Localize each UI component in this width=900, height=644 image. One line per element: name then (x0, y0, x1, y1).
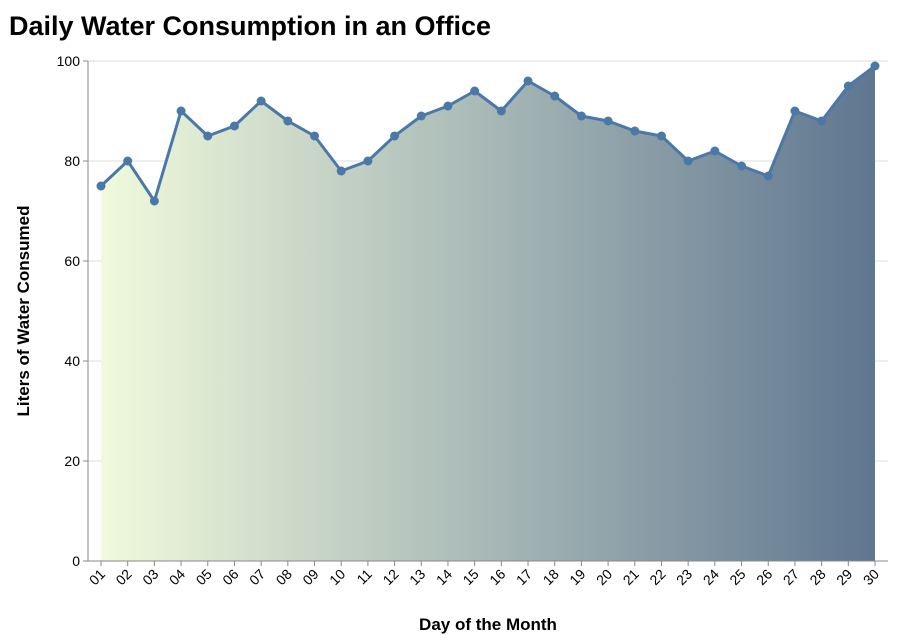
data-point-17[interactable] (523, 76, 533, 86)
x-tick-label: 25 (726, 566, 748, 588)
data-points (96, 61, 880, 206)
data-point-29[interactable] (843, 81, 853, 91)
data-point-08[interactable] (283, 116, 293, 126)
data-point-12[interactable] (390, 131, 400, 141)
y-tick-labels: 0 20 40 60 80 100 (57, 53, 81, 569)
x-tick-label: 16 (486, 566, 508, 588)
y-tick-label: 80 (64, 153, 80, 169)
data-point-01[interactable] (96, 181, 106, 191)
data-point-27[interactable] (790, 106, 800, 116)
data-point-07[interactable] (256, 96, 266, 106)
data-point-30[interactable] (870, 61, 880, 71)
x-tick-label: 19 (566, 566, 588, 588)
x-tick-label: 21 (620, 566, 642, 588)
data-point-06[interactable] (229, 121, 239, 131)
x-tick-label: 22 (646, 566, 668, 588)
y-tick-label: 100 (57, 53, 81, 69)
data-point-19[interactable] (576, 111, 586, 121)
data-point-24[interactable] (710, 146, 720, 156)
x-tick-label: 11 (353, 566, 375, 588)
x-tick-label: 18 (540, 566, 562, 588)
data-point-02[interactable] (123, 156, 133, 166)
x-tick-labels: 01 02 03 04 05 06 07 08 09 10 11 12 13 14 15 16 17 18 19 20… (86, 566, 882, 588)
x-tick-label: 10 (326, 566, 348, 588)
y-axis-title: Liters of Water Consumed (14, 206, 33, 417)
x-tick-label: 17 (513, 566, 535, 588)
area-fill-layer (101, 66, 875, 561)
x-tick-label: 01 (86, 566, 108, 588)
x-tick-label: 06 (219, 566, 241, 588)
series-line-layer (99, 64, 876, 203)
x-tick-label: 05 (193, 566, 215, 588)
x-tick-label: 14 (433, 566, 455, 588)
series-line (99, 64, 876, 203)
data-point-14[interactable] (443, 101, 453, 111)
x-tick-label: 30 (860, 566, 882, 588)
x-tick-label: 20 (593, 566, 615, 588)
x-tick-label: 26 (753, 566, 775, 588)
data-point-09[interactable] (310, 131, 320, 141)
area-fill (101, 66, 875, 561)
data-point-05[interactable] (203, 131, 213, 141)
data-point-23[interactable] (683, 156, 693, 166)
x-tick-label: 28 (806, 566, 828, 588)
data-point-10[interactable] (336, 166, 346, 176)
data-point-28[interactable] (817, 116, 827, 126)
data-point-25[interactable] (737, 161, 747, 171)
data-point-11[interactable] (363, 156, 373, 166)
x-tick-label: 12 (379, 566, 401, 588)
data-point-20[interactable] (603, 116, 613, 126)
data-point-18[interactable] (550, 91, 560, 101)
data-point-13[interactable] (416, 111, 426, 121)
x-tick-label: 07 (246, 566, 268, 588)
y-tick-label: 60 (64, 253, 80, 269)
data-point-26[interactable] (763, 171, 773, 181)
y-tick-label: 20 (64, 453, 80, 469)
data-point-21[interactable] (630, 126, 640, 136)
x-tick-label: 15 (459, 566, 481, 588)
x-axis-title: Day of the Month (419, 615, 557, 634)
data-point-15[interactable] (470, 86, 480, 96)
x-tick-label: 13 (406, 566, 428, 588)
x-tick-label: 09 (299, 566, 321, 588)
data-point-04[interactable] (176, 106, 186, 116)
data-point-22[interactable] (656, 131, 666, 141)
x-tick-label: 04 (166, 566, 188, 588)
y-tick-label: 40 (64, 353, 80, 369)
x-tick-label: 03 (139, 566, 161, 588)
axes (83, 60, 888, 566)
x-tick-label: 23 (673, 566, 695, 588)
x-tick-label: 08 (273, 566, 295, 588)
x-tick-label: 27 (780, 566, 802, 588)
data-point-03[interactable] (149, 196, 159, 206)
chart-title: Daily Water Consumption in an Office (9, 11, 491, 41)
x-tick-label: 24 (700, 566, 722, 588)
data-point-16[interactable] (496, 106, 506, 116)
y-tick-label: 0 (72, 553, 80, 569)
x-tick-label: 29 (833, 566, 855, 588)
x-tick-label: 02 (112, 566, 134, 588)
